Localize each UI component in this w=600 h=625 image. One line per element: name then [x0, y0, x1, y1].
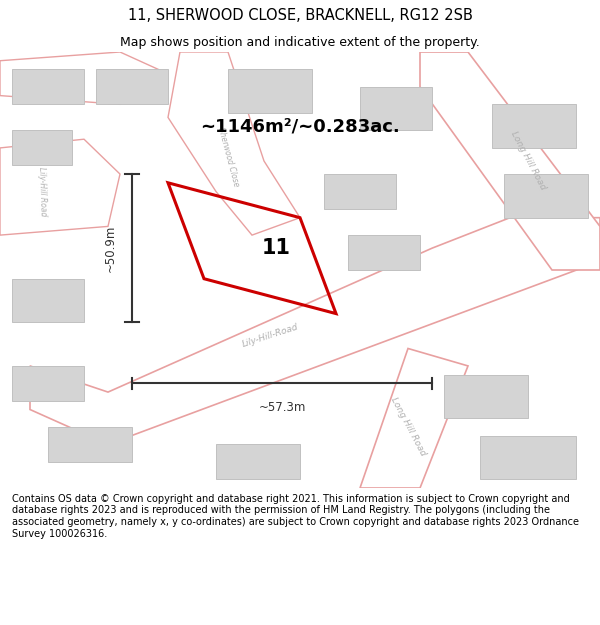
Polygon shape: [12, 69, 84, 104]
Polygon shape: [0, 139, 120, 235]
Text: 11: 11: [262, 238, 290, 258]
Text: Lily-Hill Road: Lily-Hill Road: [37, 167, 47, 216]
Text: ~50.9m: ~50.9m: [104, 224, 117, 272]
Text: Long Hill Road: Long Hill Road: [509, 130, 547, 192]
Polygon shape: [12, 366, 84, 401]
Text: ~1146m²/~0.283ac.: ~1146m²/~0.283ac.: [200, 117, 400, 135]
Polygon shape: [504, 174, 588, 218]
Polygon shape: [30, 217, 600, 444]
Text: Long Hill Road: Long Hill Road: [389, 396, 427, 458]
Polygon shape: [96, 69, 168, 104]
Polygon shape: [12, 131, 72, 166]
Polygon shape: [48, 427, 132, 462]
Polygon shape: [444, 374, 528, 418]
Polygon shape: [360, 87, 432, 131]
Text: Sherwood Close: Sherwood Close: [216, 126, 240, 188]
Polygon shape: [348, 235, 420, 270]
Polygon shape: [228, 69, 312, 113]
Text: 11, SHERWOOD CLOSE, BRACKNELL, RG12 2SB: 11, SHERWOOD CLOSE, BRACKNELL, RG12 2SB: [128, 8, 472, 22]
Polygon shape: [216, 444, 300, 479]
Text: Contains OS data © Crown copyright and database right 2021. This information is : Contains OS data © Crown copyright and d…: [12, 494, 579, 539]
Polygon shape: [0, 52, 168, 104]
Polygon shape: [360, 349, 468, 488]
Polygon shape: [324, 174, 396, 209]
Polygon shape: [12, 279, 84, 322]
Polygon shape: [168, 52, 300, 235]
Polygon shape: [492, 104, 576, 148]
Polygon shape: [420, 52, 600, 270]
Text: ~57.3m: ~57.3m: [259, 401, 305, 414]
Text: Map shows position and indicative extent of the property.: Map shows position and indicative extent…: [120, 36, 480, 49]
Text: Lily-Hill-Road: Lily-Hill-Road: [241, 322, 299, 349]
Polygon shape: [480, 436, 576, 479]
